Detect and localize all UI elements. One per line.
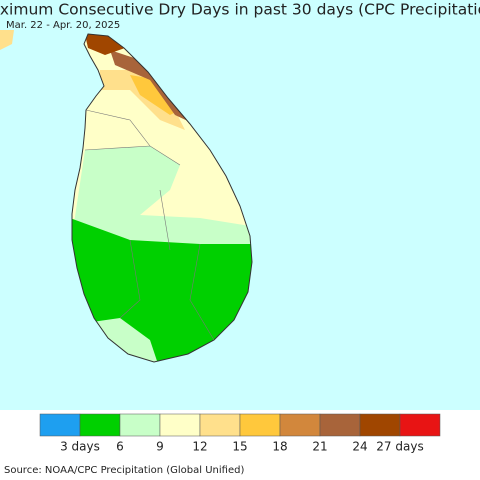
legend-label: 6	[116, 440, 124, 454]
legend-label: 24	[352, 440, 367, 454]
source: Source: NOAA/CPC Precipitation (Global U…	[4, 465, 244, 476]
legend-label: 27 days	[376, 440, 423, 454]
legend-swatch	[399, 413, 441, 437]
legend-swatch	[119, 413, 161, 437]
legend: 3 days 6 9 12 15 18 21 24 27 days	[39, 413, 441, 454]
title: Maximum Consecutive Dry Days in past 30 …	[0, 1, 480, 19]
legend-swatch	[359, 413, 401, 437]
legend-swatch	[239, 413, 281, 437]
legend-swatch	[199, 413, 241, 437]
boundaries	[84, 109, 215, 341]
mainland	[0, 30, 14, 50]
legend-label: 18	[272, 440, 287, 454]
legend-label: 3 days	[60, 440, 100, 454]
legend-swatch	[279, 413, 321, 437]
legend-label: 12	[192, 440, 207, 454]
legend-swatch	[159, 413, 201, 437]
region	[110, 50, 190, 122]
region	[130, 75, 180, 115]
legend-swatch	[319, 413, 361, 437]
legend-label: 9	[156, 440, 164, 454]
legend-label: 21	[312, 440, 327, 454]
legend-label: 15	[232, 440, 247, 454]
legend-swatch	[79, 413, 121, 437]
region	[100, 70, 185, 130]
region	[72, 146, 252, 250]
subtitle: Mar. 22 - Apr. 20, 2025	[6, 20, 120, 31]
coastline	[71, 33, 253, 363]
legend-swatch	[39, 413, 81, 437]
